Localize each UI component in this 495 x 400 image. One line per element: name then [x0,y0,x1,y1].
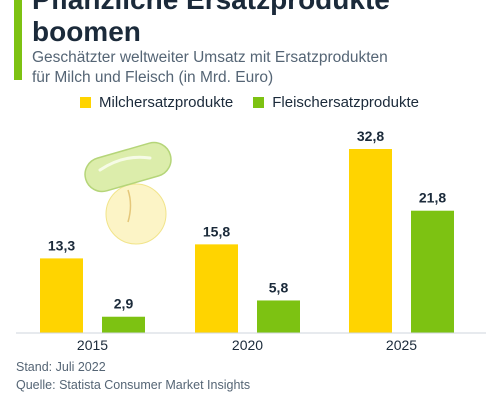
legend-label-fleisch: Fleischersatzprodukte [272,94,419,111]
footer-quelle: Quelle: Statista Consumer Market Insight… [16,378,251,392]
chart-footer: Stand: Juli 2022 Quelle: Statista Consum… [16,358,250,394]
subtitle-line-1: Geschätzter weltweiter Umsatz mit Ersatz… [32,49,388,66]
subtitle-line-2: für Milch und Fleisch (in Mrd. Euro) [32,69,274,86]
legend-item-fleisch: Fleischersatzprodukte [253,94,419,111]
x-tick-label-2015: 2015 [77,337,108,353]
value-label-fleisch-2020: 5,8 [269,279,289,295]
value-label-milch-2020: 15,8 [203,223,230,239]
bar-milch-2025 [349,149,392,333]
bar-milch-2020 [195,244,238,333]
x-tick-label-2020: 2020 [232,337,263,353]
legend-swatch-milch [80,97,91,108]
x-tick-label-2025: 2025 [386,337,417,353]
value-label-milch-2025: 32,8 [357,128,384,144]
bar-fleisch-2020 [257,300,300,333]
value-label-milch-2015: 13,3 [48,237,75,253]
page-title: Pflanzliche Ersatzprodukte boomen [32,0,390,48]
legend-label-milch: Milchersatzprodukte [99,94,234,111]
value-label-fleisch-2025: 21,8 [419,190,446,206]
title-accent-bar [14,0,22,80]
legend-swatch-fleisch [253,97,265,108]
footer-stand: Stand: Juli 2022 [16,360,106,374]
legend-item-milch: Milchersatzprodukte [80,94,233,111]
title-line-1: Pflanzliche Ersatzprodukte [32,0,390,16]
chart-legend: Milchersatzprodukte Fleischersatzprodukt… [80,94,439,111]
sausage-icon-string [127,189,132,223]
title-line-2: boomen [32,16,141,47]
value-label-fleisch-2015: 2,9 [114,296,134,312]
sausage-icon [84,141,172,193]
sausage-icon-highlight [98,155,152,172]
bar-fleisch-2025 [411,210,454,333]
sausage-illustration [84,141,172,245]
x-tick-labels-group: 2015 2020 2025 [77,337,417,353]
sausage-icon-halo [105,183,167,245]
value-labels-group: 13,3 2,9 15,8 5,8 32,8 21,8 [48,128,446,312]
bar-milch-2015 [40,258,83,333]
bars-group [40,149,454,333]
chart-subtitle: Geschätzter weltweiter Umsatz mit Ersatz… [32,48,388,88]
bar-fleisch-2015 [102,316,145,333]
